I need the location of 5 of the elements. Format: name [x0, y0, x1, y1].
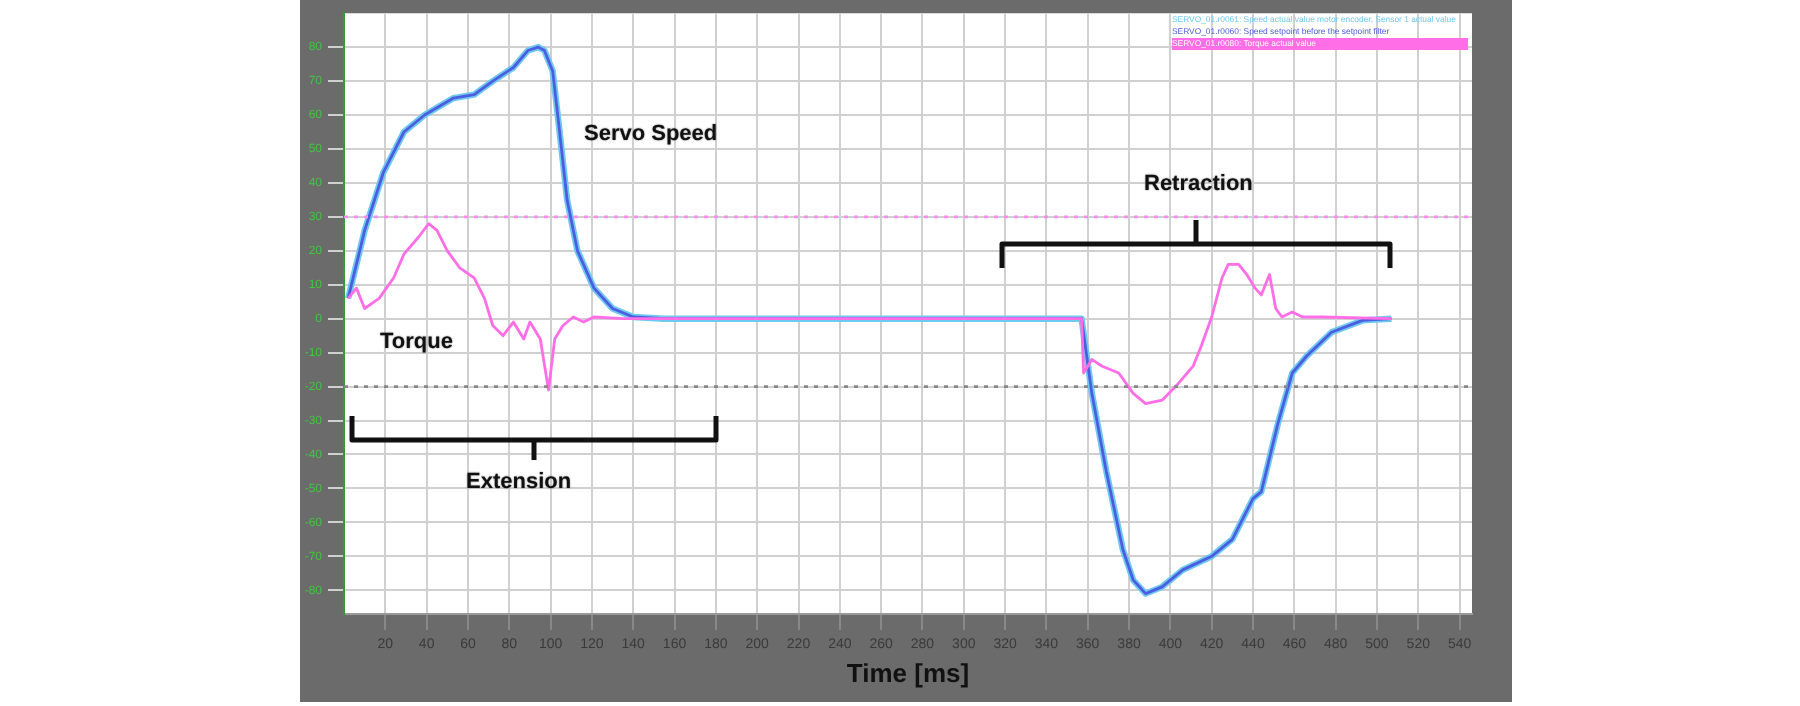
- annotation: Servo Speed: [584, 122, 718, 146]
- annotation: Extension: [466, 470, 572, 494]
- annotation: Torque: [380, 330, 453, 354]
- annotation: Retraction: [1144, 172, 1253, 196]
- x-axis-title: Time [ms]: [846, 657, 970, 688]
